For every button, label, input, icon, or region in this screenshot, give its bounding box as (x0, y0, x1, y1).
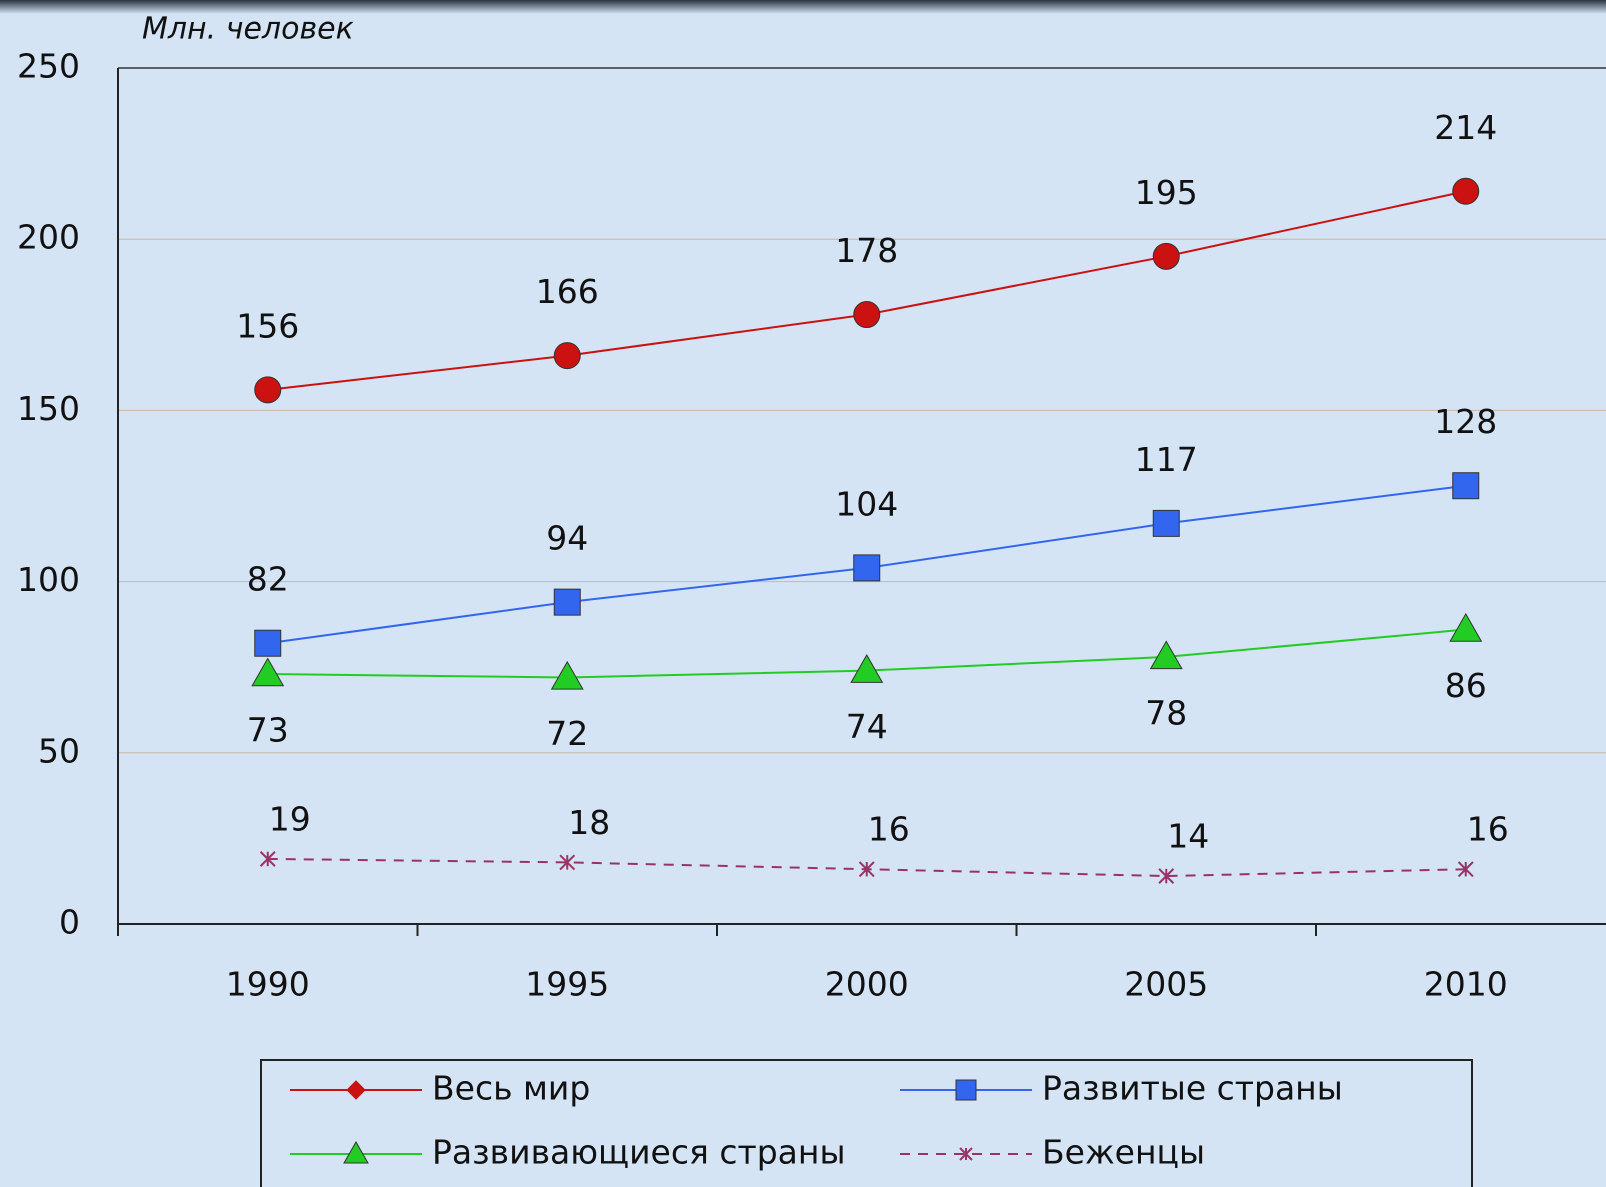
data-label: 73 (247, 711, 289, 750)
marker (1449, 612, 1483, 642)
marker (853, 301, 881, 329)
legend-box (260, 1059, 1473, 1187)
marker (259, 851, 276, 867)
y-tick-label: 0 (59, 903, 80, 942)
y-tick-label: 250 (17, 47, 80, 86)
data-label: 94 (546, 519, 588, 558)
data-label: 19 (269, 799, 311, 838)
marker (251, 657, 285, 687)
legend-marker (343, 1140, 369, 1164)
x-tick-label: 2005 (1124, 965, 1208, 1004)
axis-label: Млн. человек (142, 12, 354, 47)
marker (553, 588, 581, 616)
legend-marker (955, 1079, 977, 1101)
data-label: 195 (1135, 173, 1198, 212)
marker (1457, 861, 1474, 878)
data-label: 72 (546, 714, 588, 753)
y-tick-label: 150 (17, 389, 80, 428)
legend-marker (346, 1080, 366, 1100)
data-label: 16 (868, 810, 910, 849)
data-label: 86 (1445, 666, 1487, 705)
marker (1152, 509, 1180, 537)
legend-marker (959, 1147, 973, 1161)
x-tick-label: 1990 (226, 965, 310, 1004)
data-label: 16 (1467, 810, 1509, 849)
marker (553, 342, 581, 370)
x-tick-label: 2000 (825, 965, 909, 1004)
marker (1452, 177, 1480, 205)
data-label: 178 (835, 231, 898, 270)
y-tick-label: 200 (17, 218, 80, 257)
data-label: 82 (247, 560, 289, 599)
data-label: 156 (236, 306, 299, 345)
marker (853, 554, 881, 582)
marker (559, 854, 576, 871)
marker (1149, 640, 1183, 670)
series-line (267, 190, 1466, 391)
legend-label: Беженцы (1042, 1133, 1205, 1172)
marker (1152, 242, 1180, 270)
data-label: 128 (1434, 402, 1497, 441)
marker (1452, 472, 1480, 500)
data-label: 166 (536, 272, 599, 311)
data-label: 78 (1145, 693, 1187, 732)
data-label: 74 (846, 707, 888, 746)
marker (858, 861, 875, 878)
x-tick-label: 1995 (525, 965, 609, 1004)
y-tick-label: 50 (38, 731, 80, 770)
data-label: 104 (835, 484, 898, 523)
x-tick-label: 2010 (1424, 965, 1508, 1004)
data-label: 117 (1135, 440, 1198, 479)
data-label: 214 (1434, 108, 1497, 147)
marker (254, 376, 282, 404)
data-label: 14 (1167, 817, 1209, 856)
data-label: 18 (568, 803, 610, 842)
marker (850, 654, 884, 683)
legend-label: Развитые страны (1042, 1069, 1343, 1108)
top-bar (0, 0, 1606, 14)
marker (550, 660, 584, 690)
y-tick-label: 100 (17, 560, 80, 599)
marker (254, 629, 282, 657)
legend-label: Развивающиеся страны (432, 1133, 846, 1172)
marker (1158, 868, 1175, 884)
legend-label: Весь мир (432, 1069, 590, 1108)
